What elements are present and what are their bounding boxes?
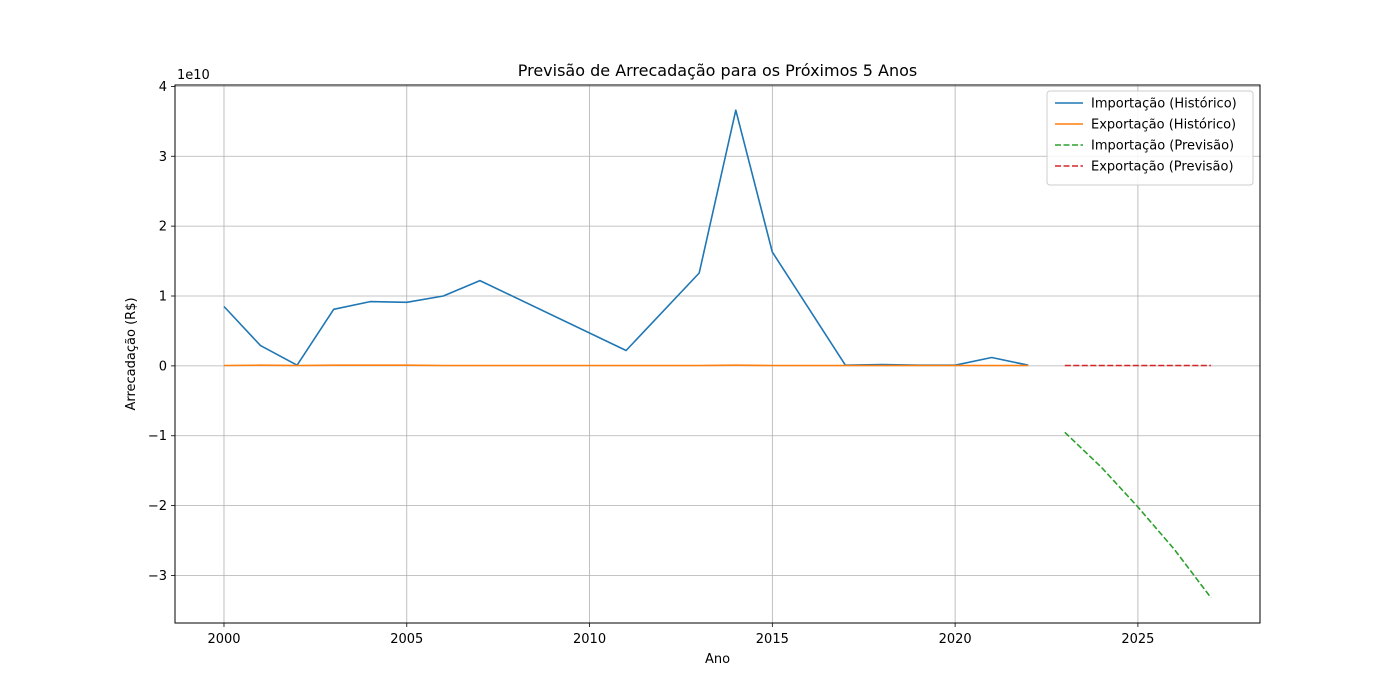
y-tick-label: 1 [159,290,167,305]
legend-box [1046,90,1254,186]
axis-ticks: 2000 2005 2010 2015 2020 2025 −3 −2 −1 0 1 2 3 4 [148,80,1155,647]
y-tick-label: −2 [148,499,167,514]
legend-label: Exportação (Previsão) [1091,160,1234,175]
x-tick-label: 2025 [1121,632,1154,647]
x-tick-label: 2010 [573,632,606,647]
legend-label: Importação (Histórico) [1091,97,1237,112]
plot-frame [174,84,1261,624]
y-tick-label: 3 [159,150,167,165]
series-lines [223,109,1212,599]
series-line-2 [1064,431,1212,599]
x-axis-label: Ano [705,652,730,667]
x-tick-label: 2005 [390,632,423,647]
x-tick-label: 2020 [939,632,972,647]
y-tick-label: 0 [159,359,167,374]
legend-label: Exportação (Histórico) [1091,118,1236,133]
y-tick-label: −3 [148,569,167,584]
legend: Importação (Histórico) Exportação (Histór… [1046,90,1254,186]
y-offset-label: 1e10 [177,68,210,83]
x-tick-label: 2015 [756,632,789,647]
y-tick-label: −1 [148,429,167,444]
series-line-0 [223,109,1029,367]
chart-title: Previsão de Arrecadação para os Próximos… [518,61,918,80]
legend-label: Importação (Previsão) [1091,139,1234,154]
y-tick-label: 4 [159,80,167,95]
y-axis-label: Arrecadação (R$) [124,297,139,410]
y-tick-label: 2 [159,220,167,235]
x-tick-label: 2000 [207,632,240,647]
